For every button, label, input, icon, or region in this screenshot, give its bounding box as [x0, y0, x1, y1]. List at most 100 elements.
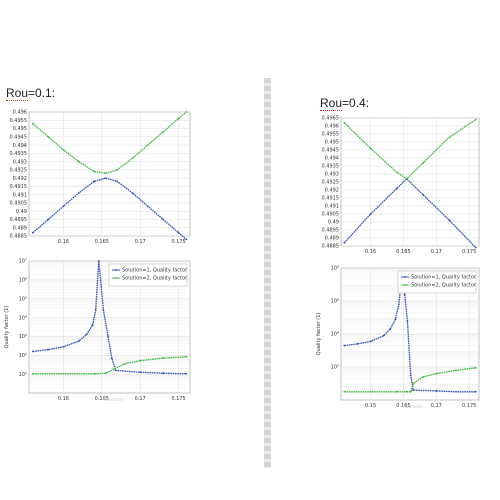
data-point: [47, 218, 50, 221]
y-tick-label: 0.49: [16, 209, 27, 215]
data-point: [77, 340, 80, 343]
y-axis-label: Quality factor (1): [4, 306, 10, 349]
series-line-1: [32, 260, 187, 375]
y-tick-label: 0.492: [325, 188, 339, 194]
data-point: [131, 192, 134, 194]
data-point: [185, 238, 188, 241]
y-tick-label: 0.489: [13, 225, 27, 231]
data-point: [162, 372, 165, 375]
y-tick-label: 0.4935: [322, 164, 340, 170]
data-point: [474, 390, 477, 393]
data-point: [62, 372, 65, 375]
data-point: [343, 241, 346, 244]
series-line-1: [32, 177, 187, 240]
data-point: [104, 177, 107, 180]
data-point: [31, 231, 34, 234]
data-point: [93, 180, 96, 183]
y-tick-label: 0.489: [325, 236, 339, 242]
x-tick-label: 0.165: [95, 396, 109, 402]
data-point: [62, 345, 65, 348]
title-left: Rou=0.1:: [6, 86, 56, 101]
data-point: [162, 218, 165, 221]
data-point: [107, 335, 109, 338]
legend-entry: Solution=1, Quality factor: [122, 268, 188, 274]
data-point: [405, 390, 408, 393]
y-tick-label: 0.4955: [322, 132, 340, 138]
series-line-2: [344, 367, 476, 393]
data-point: [31, 122, 34, 125]
data-point: [177, 231, 180, 234]
data-point: [146, 144, 149, 146]
y-tick-label: 0.4885: [322, 244, 340, 250]
data-point: [406, 319, 409, 322]
data-point: [94, 309, 97, 311]
frequency-chart-right: 0.4885 0.489 0.4895 0.49 0.4905 0.491 0.4915 0.…: [322, 116, 480, 255]
data-point: [185, 111, 188, 113]
data-point: [356, 343, 359, 345]
data-point: [435, 372, 438, 375]
y-tick-label: 10⁷: [19, 259, 27, 265]
y-tick-label: 10²: [19, 353, 27, 359]
y-tick-label: 0.496: [13, 110, 27, 116]
data-point: [369, 340, 372, 343]
legend-marker: [404, 276, 406, 278]
y-tick-label: 0.4935: [10, 151, 28, 157]
data-point: [47, 348, 50, 351]
y-tick-label: 10¹: [19, 372, 27, 378]
y-tick-label: 10⁶: [19, 278, 27, 284]
data-point: [110, 357, 113, 360]
data-point: [93, 372, 96, 375]
y-tick-label: 0.495: [13, 126, 27, 132]
data-point: [177, 117, 180, 120]
frequency-chart-left: 0.4885 0.489 0.4895 0.49 0.4905 0.491 0.4915 0.…: [10, 110, 191, 245]
data-point: [394, 318, 397, 321]
data-point: [185, 372, 188, 375]
x-tick-label: 0.16: [58, 239, 69, 245]
data-point: [369, 147, 372, 150]
data-point: [409, 390, 412, 393]
quality-chart-right: 10² 10⁴ 10⁶ 10⁸ 0.15 0.165 0.17 0.175 Parameter Q…: [316, 266, 480, 409]
y-tick-label: 0.4925: [322, 180, 340, 186]
x-tick-label: 0.17: [135, 396, 146, 402]
y-tick-label: 0.4895: [322, 228, 340, 234]
data-point: [116, 168, 119, 171]
data-point: [455, 390, 457, 393]
data-point: [102, 309, 105, 311]
data-point: [77, 160, 80, 163]
data-point: [343, 344, 346, 347]
data-point: [139, 359, 142, 362]
y-tick-label: 0.491: [325, 204, 339, 210]
data-point: [62, 149, 65, 151]
y-tick-label: 0.4895: [10, 217, 28, 223]
x-tick-label: 0.15: [365, 403, 376, 409]
data-point: [395, 390, 398, 393]
data-point: [112, 368, 115, 371]
data-point: [403, 293, 406, 296]
x-tick-label: 0.175: [171, 239, 185, 245]
data-point: [162, 357, 165, 360]
data-point: [435, 390, 438, 392]
series-line-2: [32, 111, 187, 174]
x-tick-label: 0.17: [431, 249, 442, 255]
data-point: [162, 130, 165, 133]
y-tick-label: 0.4945: [322, 148, 340, 154]
y-tick-label: 0.4915: [10, 184, 28, 190]
page-divider: [264, 78, 271, 468]
y-axis-label: Quality factor (1): [316, 313, 322, 356]
y-tick-label: 0.4915: [322, 196, 340, 202]
data-point: [448, 219, 451, 222]
y-tick-label: 0.494: [325, 156, 339, 162]
x-tick-label: 0.165: [396, 249, 410, 255]
data-point: [422, 161, 425, 164]
x-axis-label: Parameter: [102, 397, 123, 402]
x-axis-label: Parameter: [402, 404, 423, 409]
y-tick-label: 10²: [331, 365, 339, 371]
data-point: [146, 205, 149, 208]
y-tick-label: 0.495: [325, 140, 339, 146]
data-point: [131, 157, 134, 160]
data-point: [139, 371, 142, 374]
data-point: [405, 177, 408, 180]
y-tick-label: 0.496: [325, 124, 339, 130]
y-tick-label: 10⁵: [19, 296, 27, 302]
data-point: [389, 328, 392, 330]
